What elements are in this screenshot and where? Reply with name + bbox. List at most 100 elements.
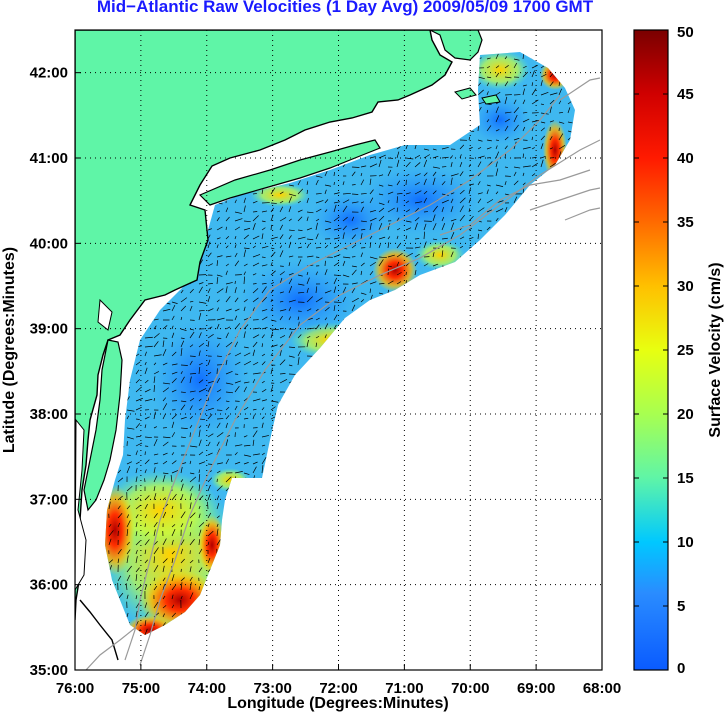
vector-arrow bbox=[540, 73, 547, 78]
vector-arrow bbox=[540, 65, 545, 69]
vector-arrow bbox=[126, 486, 133, 492]
vector-arrow bbox=[297, 200, 301, 204]
vector-arrow bbox=[216, 337, 222, 339]
vector-arrow bbox=[423, 190, 428, 195]
vector-arrow bbox=[378, 207, 385, 213]
vector-arrow bbox=[306, 339, 309, 348]
vector-arrow bbox=[252, 297, 259, 303]
vector-arrow bbox=[306, 271, 309, 276]
vector-arrow bbox=[315, 342, 318, 348]
vector-arrow bbox=[351, 265, 357, 268]
vector-arrow bbox=[144, 436, 152, 439]
vector-arrow bbox=[144, 549, 147, 555]
vector-arrow bbox=[405, 227, 412, 231]
vector-arrow bbox=[180, 511, 186, 519]
vector-arrow bbox=[216, 343, 220, 348]
vector-arrow bbox=[261, 296, 267, 303]
vector-arrow bbox=[252, 430, 258, 438]
vector-arrow bbox=[378, 283, 385, 285]
vector-arrow bbox=[279, 379, 288, 384]
vector-arrow bbox=[513, 62, 518, 69]
vector-arrow bbox=[198, 342, 205, 348]
vector-arrow bbox=[423, 159, 428, 168]
vector-arrow bbox=[477, 76, 485, 79]
vector-arrow bbox=[234, 352, 242, 357]
vector-arrow bbox=[369, 189, 374, 195]
y-tick-label: 37:00 bbox=[30, 491, 68, 508]
vector-arrow bbox=[270, 386, 273, 393]
vector-arrow bbox=[450, 206, 454, 213]
vector-arrow bbox=[234, 341, 239, 348]
vector-arrow bbox=[216, 244, 219, 249]
vector-arrow bbox=[225, 255, 232, 258]
vector-arrow bbox=[162, 613, 165, 618]
vector-arrow bbox=[252, 349, 256, 357]
vector-arrow bbox=[153, 486, 156, 492]
vector-arrow bbox=[153, 529, 156, 537]
vector-arrow bbox=[459, 236, 465, 240]
vector-arrow bbox=[531, 156, 537, 159]
vector-arrow bbox=[432, 166, 440, 169]
vector-arrow bbox=[198, 484, 201, 492]
vector-arrow bbox=[216, 323, 220, 330]
vector-arrow bbox=[171, 584, 176, 591]
vector-arrow bbox=[387, 236, 391, 240]
vector-arrow bbox=[378, 244, 381, 249]
vector-arrow bbox=[207, 477, 213, 483]
vector-arrow bbox=[522, 118, 530, 123]
vector-arrow bbox=[198, 379, 204, 384]
vector-arrow bbox=[504, 65, 509, 69]
vector-arrow bbox=[234, 444, 243, 447]
vector-arrow bbox=[144, 398, 153, 402]
vector-arrow bbox=[243, 271, 246, 276]
land-mainland bbox=[75, 30, 453, 621]
vector-arrow bbox=[297, 229, 303, 231]
vector-arrow bbox=[351, 297, 359, 303]
vector-arrow bbox=[450, 232, 455, 240]
vector-arrow bbox=[486, 76, 492, 79]
vector-arrow bbox=[486, 226, 491, 231]
vector-arrow bbox=[531, 136, 533, 141]
vector-arrow bbox=[126, 427, 135, 430]
vector-arrow bbox=[153, 354, 162, 357]
colorbar-tick-label: 30 bbox=[677, 278, 694, 295]
vector-arrow bbox=[261, 343, 264, 348]
vector-arrow bbox=[477, 82, 482, 87]
x-tick-label: 72:00 bbox=[319, 680, 357, 697]
vector-arrow bbox=[351, 282, 358, 285]
vector-arrow bbox=[189, 425, 193, 429]
vector-arrow bbox=[423, 197, 427, 204]
vector-arrow bbox=[441, 174, 446, 177]
vector-arrow bbox=[225, 422, 228, 429]
vector-arrow bbox=[189, 512, 196, 519]
vector-arrow bbox=[324, 282, 329, 285]
vector-arrow bbox=[117, 548, 122, 555]
vector-arrow bbox=[180, 305, 187, 312]
vector-arrow bbox=[144, 503, 148, 510]
vector-arrow bbox=[540, 159, 544, 168]
vector-arrow bbox=[261, 256, 266, 258]
vector-arrow bbox=[189, 592, 194, 600]
vector-arrow bbox=[252, 262, 260, 267]
vector-arrow bbox=[234, 361, 241, 366]
vector-arrow bbox=[396, 252, 403, 258]
vector-arrow bbox=[441, 216, 445, 222]
outer-shelf-contour bbox=[85, 627, 136, 670]
vector-arrow bbox=[171, 452, 175, 456]
vector-arrow bbox=[342, 256, 351, 259]
vector-arrow bbox=[261, 327, 268, 330]
vector-arrow bbox=[351, 304, 356, 312]
vector-arrow bbox=[414, 246, 421, 249]
vector-arrow bbox=[504, 56, 508, 60]
vector-arrow bbox=[162, 441, 169, 447]
vector-arrow bbox=[414, 162, 421, 168]
vector-arrow bbox=[126, 594, 129, 600]
vector-arrow bbox=[369, 281, 377, 285]
vector-arrow bbox=[153, 438, 158, 447]
vector-arrow bbox=[315, 297, 323, 303]
vector-arrow bbox=[342, 225, 347, 231]
vector-arrow bbox=[225, 282, 233, 285]
vector-arrow bbox=[495, 129, 500, 132]
vector-arrow bbox=[153, 325, 157, 330]
vector-arrow bbox=[252, 273, 257, 276]
